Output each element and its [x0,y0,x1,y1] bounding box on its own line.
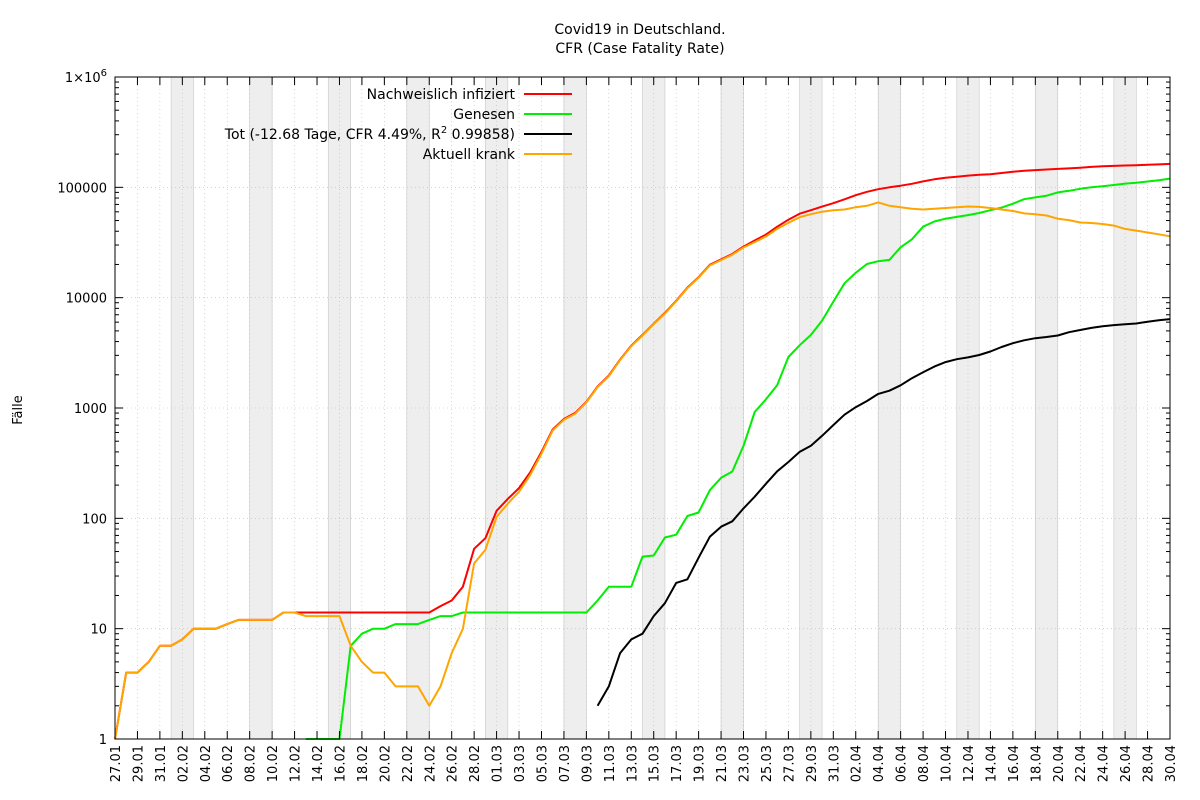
y-tick-label: 1 [99,733,107,748]
chart-subtitle: CFR (Case Fatality Rate) [555,41,724,57]
weekend-shading [170,76,1137,740]
x-tick-label: 26.04 [1119,745,1134,782]
y-tick-label: 10 [90,623,107,638]
x-tick-label: 25.03 [760,745,775,782]
y-tick-label: 100 [82,512,107,527]
x-tick-label: 06.04 [895,745,910,782]
x-tick-label: 13.03 [625,745,640,782]
x-tick-label: 12.02 [289,745,304,782]
weekend-band [799,76,823,740]
x-tick-labels: 27.01 29.01 31.01 02.02 04.02 06.02 08.02 10.02… [109,745,1179,782]
x-tick-label: 18.04 [1029,745,1044,782]
series-line-1 [305,177,1171,740]
y-tick-labels: 1 10 100 1000 10000 100000 1×106 [57,68,107,748]
legend: Nachweislich infiziert Genesen Tot (-12.68… [224,87,572,163]
x-tick-label: 28.02 [468,745,483,782]
x-tick-label: 07.03 [558,745,573,782]
x-tick-label: 23.03 [738,745,753,782]
legend-label: Tot (-12.68 Tage, CFR 4.49%, R2 0.99858) [224,125,515,143]
weekend-band [1113,76,1137,740]
weekend-band [485,76,509,740]
chart-title: Covid19 in Deutschland. [554,22,725,38]
x-tick-label: 20.04 [1052,745,1067,782]
x-tick-label: 29.03 [805,745,820,782]
x-tick-label: 14.02 [311,745,326,782]
x-tick-label: 16.02 [334,745,349,782]
x-tick-label: 16.04 [1007,745,1022,782]
x-tick-label: 27.01 [109,745,124,782]
series-line-2 [596,318,1171,707]
x-tick-label: 03.03 [513,745,528,782]
x-tick-label: 14.04 [984,745,999,782]
weekend-band [1035,76,1059,740]
y-tick-label: 1×106 [65,68,107,86]
weekend-band [877,76,901,740]
x-tick-label: 20.02 [378,745,393,782]
x-tick-label: 27.03 [782,745,797,782]
legend-label: Genesen [453,107,515,123]
weekend-band [720,76,744,740]
x-tick-label: 26.02 [446,745,461,782]
series-lines [114,162,1171,740]
x-tick-label: 08.02 [244,745,259,782]
x-tick-label: 04.02 [199,745,214,782]
y-tick-label: 1000 [74,402,107,417]
legend-label: Nachweislich infiziert [367,87,516,103]
weekend-band [406,76,430,740]
x-tick-label: 18.02 [356,745,371,782]
y-axis-label: Fälle [11,395,26,424]
x-tick-label: 31.03 [827,745,842,782]
x-tick-label: 12.04 [962,745,977,782]
x-tick-label: 31.01 [154,745,169,782]
x-tick-label: 10.04 [940,745,955,782]
series-line-3 [114,201,1171,740]
x-tick-label: 02.04 [850,745,865,782]
x-tick-label: 24.04 [1097,745,1112,782]
x-tick-label: 24.02 [423,745,438,782]
weekend-band [642,76,666,740]
x-tick-label: 22.02 [401,745,416,782]
x-tick-label: 19.03 [693,745,708,782]
x-tick-label: 05.03 [536,745,551,782]
y-tick-label: 100000 [57,181,107,196]
x-tick-label: 06.02 [221,745,236,782]
x-tick-label: 29.01 [131,745,146,782]
x-tick-label: 22.04 [1074,745,1089,782]
x-tick-label: 30.04 [1164,745,1179,782]
x-tick-label: 09.03 [580,745,595,782]
x-tick-label: 08.04 [917,745,932,782]
x-tick-label: 21.03 [715,745,730,782]
x-tick-label: 17.03 [670,745,685,782]
x-tick-label: 01.03 [491,745,506,782]
x-tick-label: 10.02 [266,745,281,782]
weekend-band [249,76,273,740]
x-tick-label: 02.02 [176,745,191,782]
x-tick-label: 28.04 [1142,745,1157,782]
y-tick-label: 10000 [66,292,107,307]
axis-ticks [114,76,1171,740]
x-tick-label: 15.03 [648,745,663,782]
x-tick-label: 04.04 [872,745,887,782]
x-tick-label: 11.03 [603,745,618,782]
legend-label: Aktuell krank [423,147,516,163]
